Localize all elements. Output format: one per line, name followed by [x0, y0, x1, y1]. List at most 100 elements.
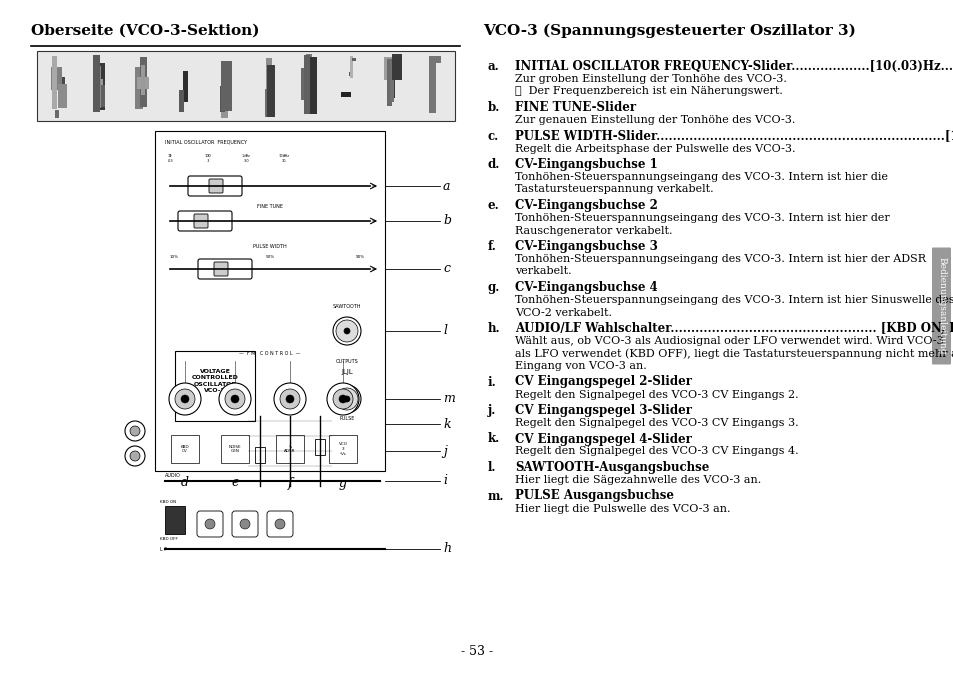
- Circle shape: [335, 320, 357, 342]
- Text: VCO-3 (Spannungsgesteuerter Oszillator 3): VCO-3 (Spannungsgesteuerter Oszillator 3…: [482, 24, 855, 38]
- Text: als LFO verwendet (KBD OFF), liegt die Tastatursteuerspannung nicht mehr am: als LFO verwendet (KBD OFF), liegt die T…: [515, 349, 953, 359]
- Text: Hier liegt die Sägezahnwelle des VCO-3 an.: Hier liegt die Sägezahnwelle des VCO-3 a…: [515, 475, 760, 485]
- Text: ∿
ADSR: ∿ ADSR: [284, 445, 295, 454]
- FancyBboxPatch shape: [178, 211, 232, 231]
- Text: Wählt aus, ob VCO-3 als Audiosignal oder LFO verwendet wird. Wird VCO-3: Wählt aus, ob VCO-3 als Audiosignal oder…: [515, 336, 943, 346]
- Text: KBD OFF: KBD OFF: [160, 537, 177, 541]
- Text: AUDIO: AUDIO: [165, 473, 181, 478]
- Text: VCO-2 verkabelt.: VCO-2 verkabelt.: [515, 308, 612, 318]
- Text: h: h: [442, 543, 451, 556]
- Bar: [309, 57, 317, 114]
- Bar: [171, 435, 199, 463]
- Bar: [352, 57, 355, 62]
- Text: CV Eingangspegel 3-Slider: CV Eingangspegel 3-Slider: [515, 404, 691, 417]
- Text: INITIAL OSCILLATOR FREQUENCY-Slider...................[10(.03)Hz...10K(30.)Hz]: INITIAL OSCILLATOR FREQUENCY-Slider.....…: [515, 60, 953, 73]
- Circle shape: [335, 388, 357, 410]
- Bar: [95, 85, 105, 107]
- Text: SAWTOOTH: SAWTOOTH: [333, 304, 361, 309]
- Text: Tonhöhen-Steuerspannungseingang des VCO-3. Intern ist hier der ADSR: Tonhöhen-Steuerspannungseingang des VCO-…: [515, 254, 925, 264]
- Bar: [97, 63, 105, 110]
- Bar: [96, 79, 103, 104]
- Bar: [93, 55, 99, 112]
- Text: NOISE
GEN: NOISE GEN: [229, 445, 241, 454]
- Bar: [134, 68, 143, 110]
- Circle shape: [240, 519, 250, 529]
- Bar: [60, 77, 65, 99]
- Circle shape: [225, 389, 245, 409]
- Bar: [178, 90, 184, 112]
- Bar: [221, 64, 228, 118]
- FancyBboxPatch shape: [198, 259, 252, 279]
- Text: i: i: [442, 475, 447, 487]
- Text: 10kHz
30.: 10kHz 30.: [278, 154, 290, 163]
- Text: CV Eingangspegel 4-Slider: CV Eingangspegel 4-Slider: [515, 433, 691, 445]
- FancyBboxPatch shape: [196, 511, 223, 537]
- Text: CV-Eingangsbuchse 3: CV-Eingangsbuchse 3: [515, 240, 658, 253]
- Text: b: b: [442, 214, 451, 228]
- Text: 10%: 10%: [170, 255, 179, 259]
- Text: k.: k.: [488, 433, 499, 445]
- Bar: [275, 435, 304, 463]
- Bar: [390, 61, 394, 102]
- Text: j: j: [442, 445, 446, 458]
- Circle shape: [125, 446, 145, 466]
- Circle shape: [219, 383, 251, 415]
- Text: —  F M   C O N T R O L  —: — F M C O N T R O L —: [239, 351, 300, 356]
- Text: JLJL: JLJL: [341, 369, 353, 375]
- Text: FINE TUNE-Slider: FINE TUNE-Slider: [515, 101, 636, 114]
- Bar: [349, 72, 352, 76]
- Text: Zur genauen Einstellung der Tonhöhe des VCO-3.: Zur genauen Einstellung der Tonhöhe des …: [515, 115, 795, 125]
- FancyBboxPatch shape: [931, 247, 950, 364]
- Circle shape: [174, 389, 194, 409]
- Bar: [392, 54, 401, 80]
- Text: 50%: 50%: [265, 255, 274, 259]
- Bar: [225, 91, 233, 105]
- FancyBboxPatch shape: [213, 262, 228, 276]
- Text: AUDIO/LF Wahlschalter.................................................. [KBD ON,: AUDIO/LF Wahlschalter...................…: [515, 322, 953, 335]
- Bar: [174, 351, 254, 421]
- Text: k: k: [442, 418, 450, 431]
- Text: VCO
3
∿∿: VCO 3 ∿∿: [338, 442, 347, 456]
- Bar: [432, 56, 441, 63]
- FancyBboxPatch shape: [193, 214, 208, 228]
- Text: h.: h.: [488, 322, 500, 335]
- Text: Zur groben Einstellung der Tonhöhe des VCO-3.: Zur groben Einstellung der Tonhöhe des V…: [515, 74, 786, 84]
- Text: f.: f.: [488, 240, 497, 253]
- Text: Eingang von VCO-3 an.: Eingang von VCO-3 an.: [515, 361, 646, 371]
- Bar: [329, 435, 356, 463]
- Text: INITIAL OSCILLATOR  FREQUENCY: INITIAL OSCILLATOR FREQUENCY: [165, 139, 247, 144]
- Bar: [384, 57, 394, 80]
- Bar: [183, 72, 188, 101]
- Bar: [137, 77, 149, 89]
- Circle shape: [274, 383, 306, 415]
- Text: FINE TUNE: FINE TUNE: [256, 204, 283, 209]
- Bar: [154, 131, 385, 471]
- Circle shape: [344, 396, 350, 402]
- Bar: [266, 58, 272, 96]
- Circle shape: [327, 383, 358, 415]
- Circle shape: [333, 389, 353, 409]
- Bar: [429, 56, 436, 114]
- Bar: [37, 51, 455, 121]
- Text: VOLTAGE
CONTROLLED
OSCILLATOR
VCO-3: VOLTAGE CONTROLLED OSCILLATOR VCO-3: [192, 368, 238, 393]
- Bar: [221, 435, 249, 463]
- Bar: [340, 91, 351, 97]
- Bar: [58, 84, 67, 107]
- Circle shape: [181, 395, 189, 403]
- Text: CV-Eingangsbuchse 1: CV-Eingangsbuchse 1: [515, 158, 657, 171]
- Text: g: g: [338, 477, 347, 489]
- Text: Regelt die Arbeitsphase der Pulswelle des VCO-3.: Regelt die Arbeitsphase der Pulswelle de…: [515, 143, 795, 153]
- Bar: [54, 110, 59, 118]
- Text: i.: i.: [488, 375, 497, 389]
- Circle shape: [125, 421, 145, 441]
- Text: PULSE Ausgangsbuchse: PULSE Ausgangsbuchse: [515, 489, 673, 502]
- Bar: [140, 57, 147, 107]
- Text: Regelt den Signalpegel des VCO-3 CV Eingangs 3.: Regelt den Signalpegel des VCO-3 CV Eing…: [515, 418, 798, 428]
- Bar: [165, 506, 185, 534]
- Bar: [267, 66, 275, 117]
- Text: Tonhöhen-Steuerspannungseingang des VCO-3. Intern ist hier die: Tonhöhen-Steuerspannungseingang des VCO-…: [515, 172, 887, 182]
- Text: 90%: 90%: [355, 255, 365, 259]
- Text: c: c: [442, 262, 450, 276]
- FancyBboxPatch shape: [232, 511, 257, 537]
- Text: Tonhöhen-Steuerspannungseingang des VCO-3. Intern ist hier Sinuswelle des: Tonhöhen-Steuerspannungseingang des VCO-…: [515, 295, 953, 305]
